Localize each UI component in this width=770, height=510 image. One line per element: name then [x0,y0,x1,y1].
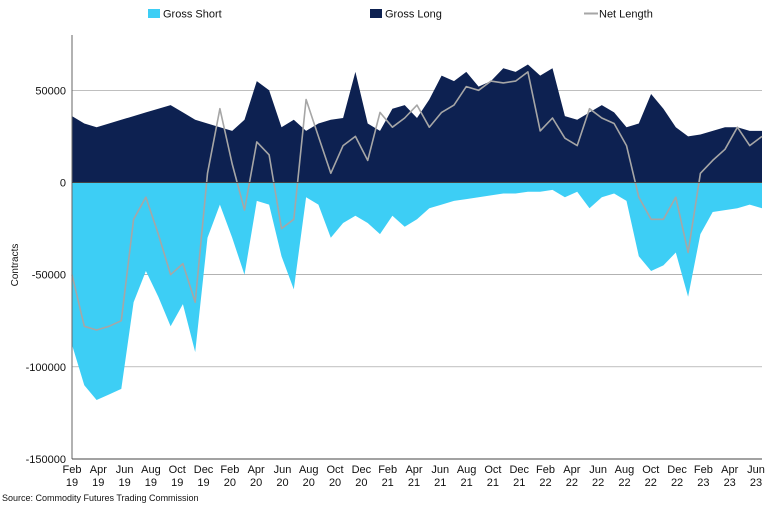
x-tick-label-year: 21 [382,477,394,489]
legend-label-gross-short: Gross Short [163,9,222,21]
x-tick-label-year: 23 [697,477,709,489]
x-tick-label-month: Dec [667,464,687,476]
y-axis-label: Contracts [10,244,21,287]
legend-swatch-gross-short [148,9,160,18]
x-tick-label-year: 20 [224,477,236,489]
x-tick-label-year: 19 [66,477,78,489]
x-tick-label-year: 22 [645,477,657,489]
x-tick-label-year: 19 [171,477,183,489]
legend-label-gross-long: Gross Long [385,9,442,21]
source-note: Source: Commodity Futures Trading Commis… [2,493,199,503]
x-tick-label-year: 21 [460,477,472,489]
series-line-net-length [71,71,763,331]
x-tick-label-month: Aug [615,464,635,476]
y-tick-label: -50000 [32,270,66,282]
legend-swatch-gross-long [370,9,382,18]
x-tick-label-year: 23 [724,477,736,489]
y-tick-label: 50000 [35,85,66,97]
x-tick-label-month: Aug [299,464,319,476]
x-tick-label-year: 22 [539,477,551,489]
x-tick-label-year: 20 [250,477,262,489]
x-tick-label-year: 22 [592,477,604,489]
x-tick-label-year: 20 [355,477,367,489]
x-tick-label-year: 21 [434,477,446,489]
x-tick-label-month: Apr [405,464,422,476]
x-tick-label-year: 19 [197,477,209,489]
x-tick-label-year: 19 [92,477,104,489]
x-tick-label-month: Jun [747,464,765,476]
x-tick-label-month: Dec [194,464,214,476]
y-tick-label: -100000 [26,362,66,374]
x-tick-label-year: 19 [118,477,130,489]
x-tick-label-month: Jun [116,464,134,476]
x-tick-label-month: Jun [431,464,449,476]
x-tick-label-month: Aug [141,464,161,476]
x-tick-label-year: 22 [671,477,683,489]
x-tick-label-year: 22 [566,477,578,489]
y-tick-labels: -150000 -100000 -50000 0 50000 [26,85,66,466]
x-tick-label-month: Oct [327,464,344,476]
area-series [72,64,762,400]
x-tick-label-year: 20 [303,477,315,489]
x-tick-label-month: Jun [274,464,292,476]
x-tick-label-month: Feb [694,464,713,476]
x-tick-label-month: Aug [457,464,477,476]
x-tick-label-month: Oct [484,464,501,476]
x-tick-label-month: Feb [536,464,555,476]
x-tick-label-month: Dec [352,464,372,476]
x-tick-label-month: Jun [589,464,607,476]
x-tick-label-month: Apr [248,464,265,476]
x-tick-label-month: Apr [721,464,738,476]
x-tick-label-month: Feb [63,464,82,476]
x-tick-label-year: 21 [408,477,420,489]
x-tick-label-year: 20 [329,477,341,489]
x-tick-label-month: Dec [509,464,529,476]
line-series [71,71,763,331]
legend-label-net-length: Net Length [599,9,653,21]
series-area-gross-short [72,182,762,400]
x-tick-label-month: Oct [169,464,186,476]
x-tick-label-month: Apr [90,464,107,476]
x-tick-label-year: 20 [276,477,288,489]
x-tick-label-year: 19 [145,477,157,489]
x-tick-labels: Feb19Apr19Jun19Aug19Oct19Dec19Feb20Apr20… [63,464,765,489]
x-tick-label-month: Oct [642,464,659,476]
series-area-gross-long [72,64,762,183]
x-tick-label-year: 23 [750,477,762,489]
x-tick-label-year: 22 [618,477,630,489]
y-tick-label: -150000 [26,454,66,466]
legend: Gross Short Gross Long Net Length [148,9,653,21]
x-tick-label-month: Feb [220,464,239,476]
x-tick-label-year: 21 [487,477,499,489]
axes [71,35,762,460]
x-tick-label-month: Feb [378,464,397,476]
y-tick-label: 0 [60,177,66,189]
x-tick-label-year: 21 [513,477,525,489]
x-tick-label-month: Apr [563,464,580,476]
